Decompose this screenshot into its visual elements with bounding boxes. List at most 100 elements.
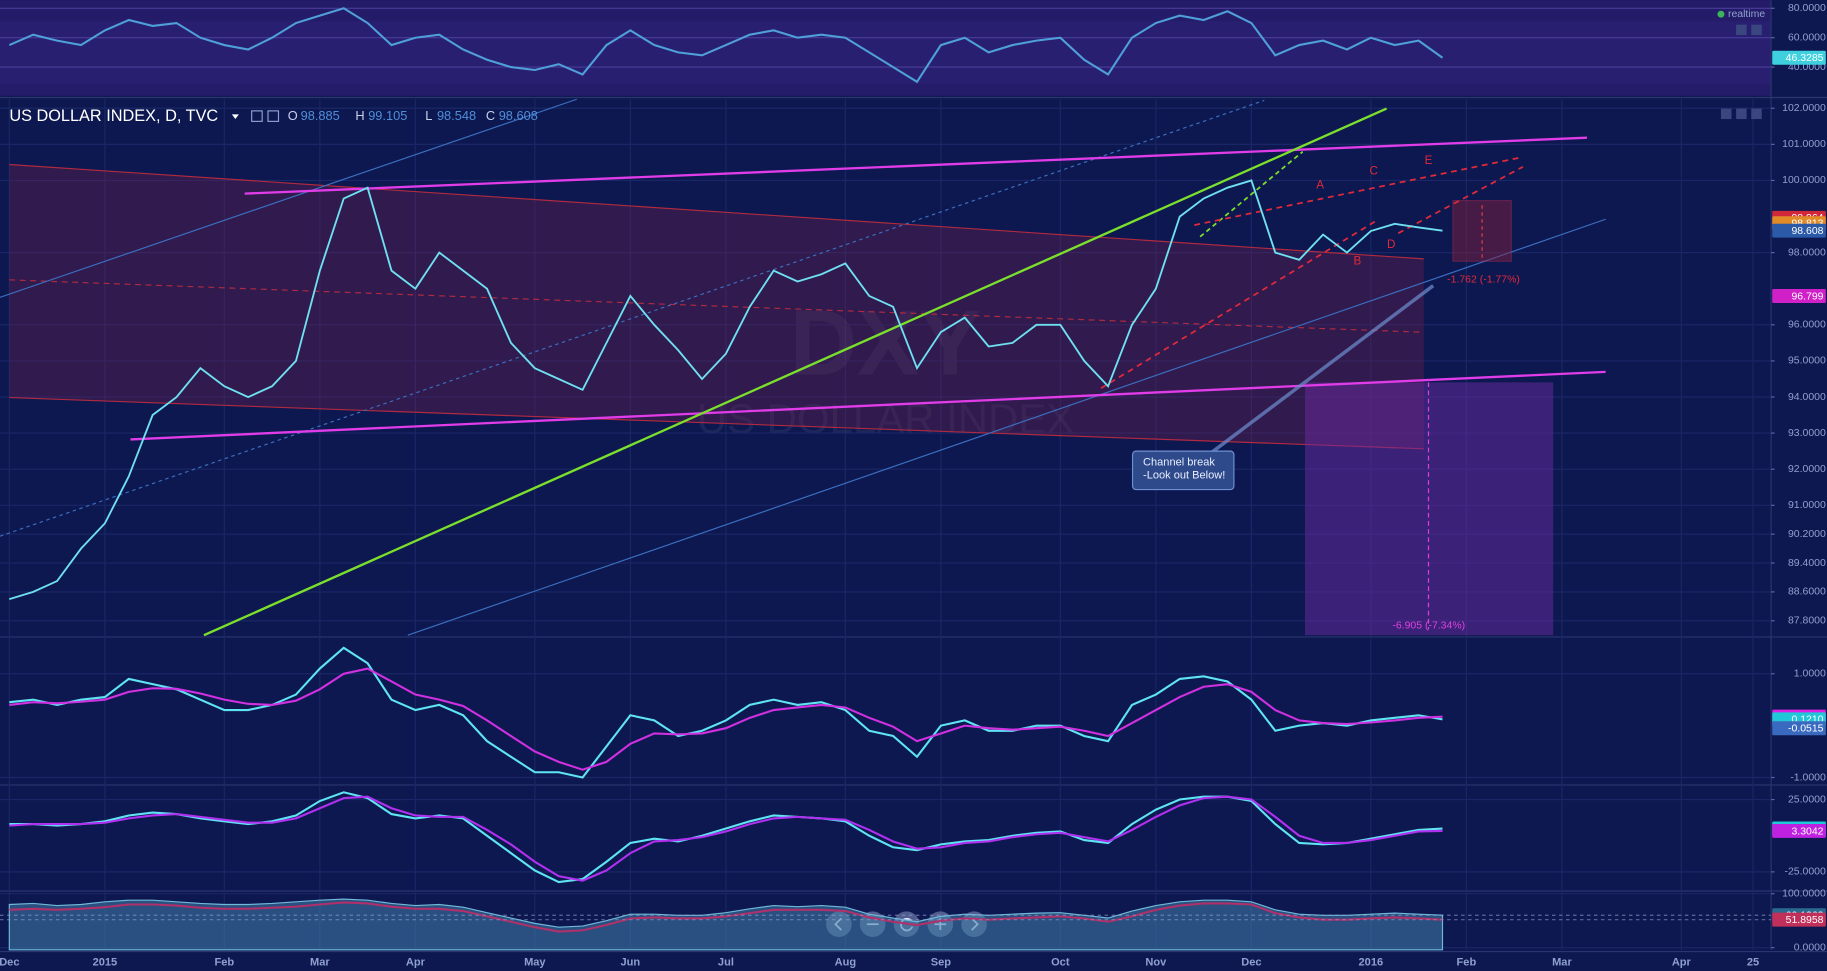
callout-pointer: [1210, 284, 1435, 454]
y-tick-label: 80.0000: [1788, 3, 1826, 14]
realtime-label: realtime: [1728, 9, 1765, 20]
ohlc-label: C: [486, 108, 495, 123]
x-tick-label: Mar: [1552, 957, 1572, 969]
x-tick-label: 2016: [1359, 957, 1384, 969]
y-tick-label: 1.0000: [1794, 669, 1826, 680]
x-tick-label: Feb: [214, 957, 234, 969]
x-tick-label: Nov: [1145, 957, 1167, 969]
ohlc-label: O: [288, 108, 298, 123]
rsi-band: [0, 21, 1772, 85]
trend-line: [0, 98, 577, 298]
price-badge-label: 3.3042: [1791, 826, 1823, 837]
line-series: [9, 179, 1443, 600]
area-series: [8, 898, 1444, 951]
y-tick-label: 25.0000: [1788, 794, 1826, 805]
pane-button[interactable]: [1751, 24, 1762, 36]
symbol-dropdown[interactable]: [231, 114, 239, 120]
measure-box: [1452, 200, 1512, 262]
pane-button[interactable]: [1736, 108, 1747, 120]
y-tick-label: 102.0000: [1782, 103, 1826, 114]
x-tick-label: Aug: [835, 957, 857, 969]
x-tick-label: Mar: [310, 957, 330, 969]
y-tick-label: 98.0000: [1788, 247, 1826, 258]
annotation: C: [1370, 165, 1378, 178]
channel-mid: [9, 279, 1424, 333]
price-badge: [1772, 823, 1826, 838]
pane-controls: [231, 10, 1762, 122]
y-tick-label: 60.0000: [1788, 32, 1826, 43]
y-tick-label: 0.0000: [1794, 942, 1826, 953]
y-tick-label: -25.0000: [1785, 867, 1827, 878]
annotation: D: [1387, 238, 1395, 251]
price-axis: [1771, 0, 1827, 971]
x-tick-label: Apr: [406, 957, 426, 969]
annotation: B: [1354, 254, 1362, 267]
x-tick-label: Jul: [718, 957, 734, 969]
symbol-title: US DOLLAR INDEX, D, TVC: [9, 107, 218, 125]
ohlc-value: 99.105: [368, 108, 407, 123]
price-badge: [1772, 50, 1826, 65]
trend-line: [0, 99, 1265, 537]
x-tick-label: Jun: [621, 957, 641, 969]
ohlc-value: 98.608: [499, 108, 538, 123]
price-badge: [1772, 912, 1826, 927]
y-tick-label: 90.2000: [1788, 529, 1826, 540]
y-tick-label: 88.6000: [1788, 587, 1826, 598]
red-dashed: [1397, 166, 1524, 235]
annotation: -1.762 (-1.77%): [1447, 275, 1520, 286]
annotation: -Look out Below!: [1143, 470, 1225, 482]
x-tick-label: Feb: [1457, 957, 1477, 969]
support-line: [130, 370, 1606, 441]
y-tick-label: 101.0000: [1782, 139, 1826, 150]
line-series: [9, 667, 1443, 771]
channel-line: [9, 163, 1424, 260]
x-tick-label: 25: [1747, 957, 1759, 969]
pane-button[interactable]: [1751, 108, 1762, 120]
line-series: [9, 795, 1443, 882]
y-tick-label: 87.8000: [1788, 616, 1826, 627]
watermark: DXY: [790, 290, 982, 394]
price-badge-label: 51.8958: [1786, 915, 1824, 926]
y-tick-label: 100.0000: [1782, 888, 1826, 899]
resistance-line: [244, 136, 1588, 195]
ohlc-value: 98.885: [301, 108, 340, 123]
price-badge-label: 46.3285: [1786, 53, 1824, 64]
line-series: [9, 791, 1443, 884]
ohlc-label: L: [425, 108, 432, 123]
y-tick-label: 95.0000: [1788, 356, 1826, 367]
settings-icon[interactable]: [251, 110, 263, 122]
annotation: E: [1425, 154, 1433, 167]
annotation: Channel break: [1143, 457, 1215, 469]
pane-button[interactable]: [1736, 24, 1747, 36]
red-dashed: [1194, 156, 1521, 226]
drawings: [0, 98, 1606, 637]
price-badge: [1772, 223, 1826, 238]
annotation: A: [1316, 179, 1324, 192]
y-tick-label: 96.0000: [1788, 320, 1826, 331]
x-tick-label: Dec: [0, 957, 19, 969]
x-tick-label: Apr: [1672, 957, 1692, 969]
y-tick-label: 40.0000: [1788, 62, 1826, 73]
y-tick-label: 92.0000: [1788, 464, 1826, 475]
price-badge-label: -0.0515: [1788, 724, 1824, 735]
price-badge-label: 98.608: [1791, 226, 1823, 237]
red-dashed: [1100, 220, 1376, 389]
x-tick-label: May: [524, 957, 546, 969]
annotation: -6.905 (-7.34%): [1392, 621, 1465, 632]
price-badge-label: 96.799: [1791, 291, 1823, 302]
y-tick-label: -1.0000: [1790, 772, 1826, 783]
x-tick-label: Oct: [1051, 957, 1070, 969]
ohlc-value: 98.548: [437, 108, 476, 123]
settings-icon[interactable]: [267, 110, 280, 122]
pane-button[interactable]: [1720, 108, 1732, 120]
line-series: [8, 7, 1444, 84]
trend-line: [407, 218, 1606, 636]
green-trend: [203, 107, 1388, 637]
y-tick-label: 100.0000: [1782, 175, 1826, 186]
line-series: [9, 901, 1443, 933]
channel-line: [9, 396, 1424, 450]
y-tick-label: 91.0000: [1788, 500, 1826, 511]
price-badge: [1772, 721, 1826, 736]
price-badge-label: 0.1210: [1791, 715, 1823, 726]
